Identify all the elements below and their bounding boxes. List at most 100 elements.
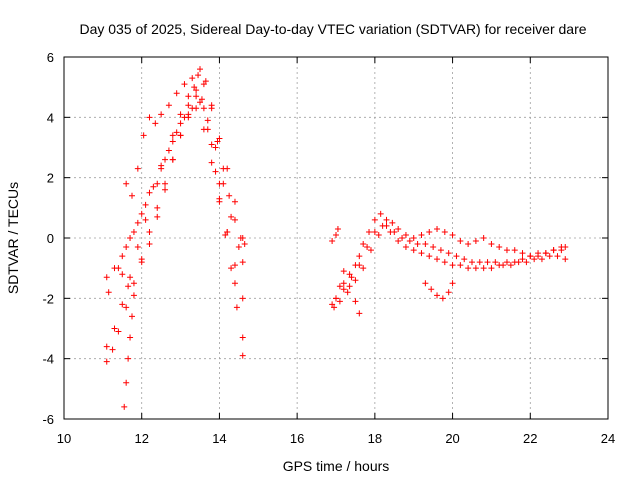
data-point [395,225,402,232]
data-point [142,216,149,223]
series-track-9 [331,222,569,311]
data-point [231,198,238,205]
data-point [146,189,153,196]
data-point [492,259,499,266]
y-tick-label: -2 [42,291,54,306]
data-point [340,280,347,287]
data-point [103,274,110,281]
data-point [465,241,472,248]
data-point [402,231,409,238]
data-point [173,90,180,97]
data-point [562,244,569,251]
data-point [200,81,207,88]
data-point [535,250,542,257]
data-point [123,379,130,386]
data-point [103,343,110,350]
data-point [158,165,165,172]
data-point [480,265,487,272]
data-point [531,256,538,263]
axis-ticks [63,56,609,420]
series-track-11 [340,268,363,317]
data-point [239,235,246,241]
data-point [146,114,153,121]
data-point [542,250,549,257]
series-track-12 [329,225,341,245]
series-track-13 [422,280,456,302]
y-tick-label: 4 [47,110,54,125]
data-point [197,66,203,73]
data-point [129,192,135,199]
data-point [457,238,464,245]
data-point [360,265,367,272]
data-point [130,228,137,235]
data-point [430,244,437,251]
data-point [445,289,452,296]
data-point [449,231,456,238]
x-tick-labels: 10 12 14 16 18 20 22 24 [57,431,615,446]
data-point [134,165,141,172]
data-point [367,247,374,254]
data-point [228,213,235,220]
data-point [239,259,246,266]
data-point [472,265,479,272]
data-point [366,228,373,235]
data-point [195,72,202,79]
data-point [558,247,565,254]
data-point [138,259,145,266]
x-tick-label: 16 [290,431,304,446]
data-point [119,271,126,278]
data-point [387,228,394,235]
data-point [356,253,363,260]
data-point [231,262,238,269]
data-point [146,228,153,235]
data-point [484,259,491,266]
data-point [399,235,406,241]
data-point [441,259,448,266]
data-point [231,280,238,287]
data-point [410,235,417,241]
data-point [406,238,413,245]
data-point [344,289,351,296]
data-point [208,102,215,109]
data-point [383,216,390,223]
data-point [346,283,353,290]
data-point [371,216,378,223]
data-point [503,259,510,266]
data-point [198,96,205,103]
data-point [437,247,444,254]
data-point [226,192,233,199]
data-point [352,277,359,284]
data-point [562,256,569,263]
series-track-3 [103,93,246,365]
series-track-6 [119,105,246,302]
data-point [162,180,169,187]
data-point [212,168,219,175]
data-point [538,256,545,263]
data-point [119,253,126,260]
data-point [449,262,456,269]
data-point [165,102,172,109]
data-point [239,295,246,302]
data-point [496,244,503,251]
data-point [224,165,231,172]
data-point [333,295,339,302]
data-point [123,244,130,251]
data-point [208,159,215,166]
data-point [162,186,169,193]
data-point [414,241,421,248]
data-point [103,358,110,365]
data-point [422,280,429,287]
data-point [202,78,209,85]
data-point [389,219,396,226]
data-point [111,325,118,332]
data-point [445,250,452,257]
x-tick-label: 10 [57,431,71,446]
data-point [418,231,425,238]
data-point [140,132,147,139]
x-tick-label: 14 [212,431,226,446]
data-point [111,265,118,272]
data-point [235,244,242,251]
data-point [241,241,248,248]
data-point [233,304,240,311]
